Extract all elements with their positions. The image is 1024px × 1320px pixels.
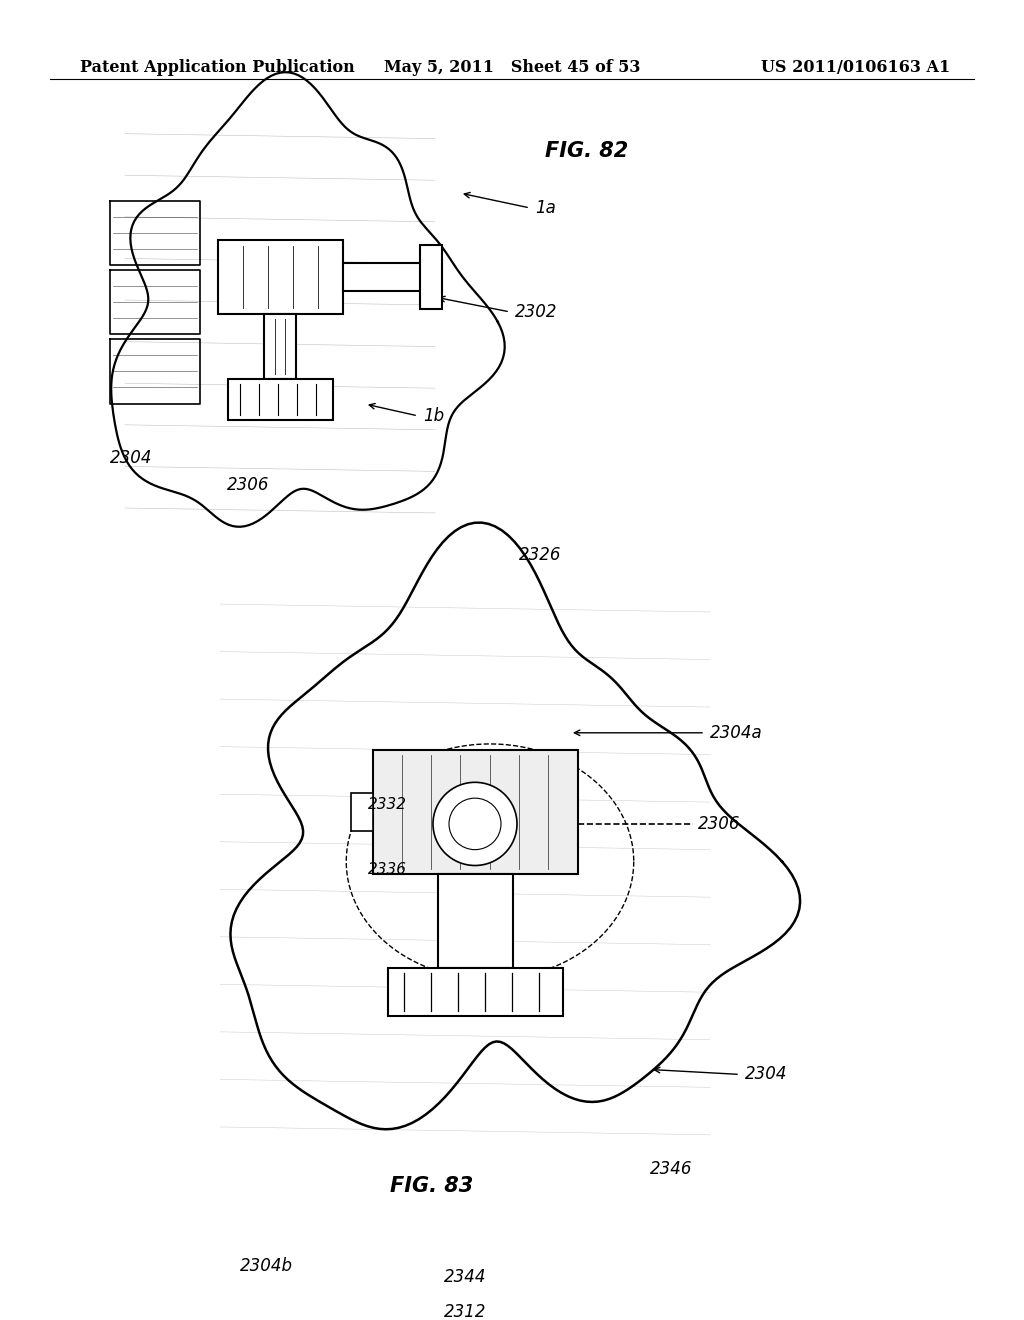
Text: 2304b: 2304b: [240, 1257, 293, 1275]
Circle shape: [433, 783, 517, 866]
Bar: [373, 750, 578, 874]
Text: 1b: 1b: [423, 407, 444, 425]
Text: 2304: 2304: [110, 449, 153, 466]
Text: 2346: 2346: [650, 1159, 692, 1177]
Bar: [217, 240, 342, 314]
Bar: [387, 968, 562, 1015]
Circle shape: [449, 799, 501, 850]
Text: 2326: 2326: [519, 545, 561, 564]
Text: 2306: 2306: [697, 814, 740, 833]
Text: 2306: 2306: [226, 477, 269, 494]
Text: FIG. 83: FIG. 83: [390, 1176, 473, 1196]
Bar: [227, 379, 333, 420]
Text: US 2011/0106163 A1: US 2011/0106163 A1: [761, 59, 950, 75]
Bar: [264, 314, 296, 379]
Text: 2302: 2302: [515, 302, 557, 321]
Text: 2312: 2312: [443, 1303, 486, 1320]
Bar: [342, 264, 430, 292]
Bar: [437, 874, 512, 968]
Text: 2332: 2332: [368, 796, 407, 812]
Text: 2344: 2344: [443, 1269, 486, 1287]
Text: 2304: 2304: [745, 1065, 787, 1084]
Text: 1a: 1a: [535, 199, 556, 216]
Text: 2304a: 2304a: [710, 723, 763, 742]
Text: May 5, 2011   Sheet 45 of 53: May 5, 2011 Sheet 45 of 53: [384, 59, 640, 75]
Text: 2336: 2336: [368, 862, 407, 876]
Text: Patent Application Publication: Patent Application Publication: [80, 59, 354, 75]
Text: FIG. 82: FIG. 82: [545, 140, 629, 161]
Bar: [350, 793, 373, 830]
Bar: [420, 246, 441, 309]
